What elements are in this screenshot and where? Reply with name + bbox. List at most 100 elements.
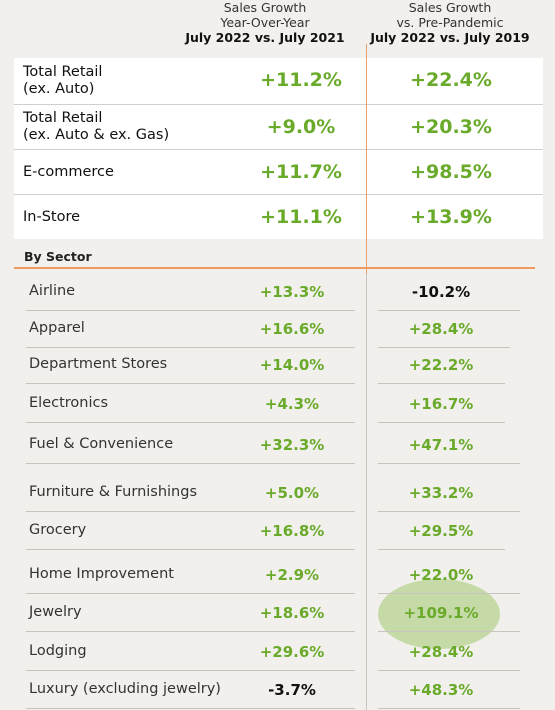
summary-value-pre: +98.5% — [410, 161, 492, 183]
sector-value-yoy: +18.6% — [259, 604, 325, 622]
row-divider — [14, 194, 543, 195]
sector-label: Apparel — [29, 320, 85, 336]
summary-label-line2: (ex. Auto) — [23, 81, 95, 97]
row-underline — [378, 549, 505, 550]
row-divider — [14, 149, 543, 150]
row-underline — [26, 549, 355, 550]
summary-row-total-retail: Total Retail (ex. Auto) +11.2% +22.4% — [14, 58, 543, 104]
sector-value-pre: +28.4% — [408, 643, 474, 661]
sector-value-pre: +47.1% — [408, 436, 474, 454]
row-underline — [378, 383, 505, 384]
sector-label: Airline — [29, 283, 76, 299]
row-underline — [378, 511, 520, 512]
row-underline — [26, 347, 355, 348]
sector-row: Luxury (excluding jewelry) -3.7% +48.3% — [0, 671, 555, 709]
sector-value-yoy: +4.3% — [264, 395, 320, 413]
summary-row-ecommerce: E-commerce +11.7% +98.5% — [14, 150, 543, 194]
sector-row: Electronics +4.3% +16.7% — [0, 385, 555, 423]
sector-value-pre: +33.2% — [408, 484, 474, 502]
sector-value-yoy: -3.7% — [268, 681, 316, 699]
sector-label: Fuel & Convenience — [29, 436, 174, 452]
sector-value-pre: +16.7% — [408, 395, 474, 413]
row-underline — [26, 511, 355, 512]
summary-row-in-store: In-Store +11.1% +13.9% — [14, 195, 543, 239]
row-underline — [378, 310, 520, 311]
sector-value-pre: +22.0% — [408, 566, 474, 584]
summary-value-yoy: +9.0% — [266, 116, 336, 138]
highlight-circle — [378, 579, 500, 649]
sector-row: Jewelry +18.6% +109.1% — [0, 594, 555, 632]
sector-label: Grocery — [29, 522, 87, 538]
sector-value-pre: +48.3% — [408, 681, 474, 699]
sector-section-title: By Sector — [24, 249, 92, 264]
sector-label: Lodging — [29, 643, 87, 659]
sector-row: Furniture & Furnishings +5.0% +33.2% — [0, 474, 555, 512]
sector-label: Furniture & Furnishings — [29, 484, 198, 500]
sector-row: Home Improvement +2.9% +22.0% — [0, 556, 555, 594]
sector-row: Grocery +16.8% +29.5% — [0, 512, 555, 550]
sector-value-yoy: +5.0% — [264, 484, 320, 502]
row-underline — [378, 708, 520, 709]
sector-value-yoy: +2.9% — [264, 566, 320, 584]
row-underline — [378, 593, 520, 594]
sector-value-yoy: +13.3% — [259, 283, 325, 301]
summary-row-label: Total Retail (ex. Auto) — [23, 64, 102, 98]
summary-value-pre: +13.9% — [410, 206, 492, 228]
sector-row: Fuel & Convenience +32.3% +47.1% — [0, 426, 555, 464]
summary-value-yoy: +11.1% — [260, 206, 342, 228]
sector-value-pre: -10.2% — [411, 283, 471, 301]
row-underline — [378, 631, 520, 632]
sector-value-pre: +22.2% — [408, 356, 474, 374]
column-header-pre-pandemic: Sales Growth vs. Pre-Pandemic July 2022 … — [365, 0, 535, 45]
row-underline — [26, 631, 355, 632]
column-divider — [366, 274, 367, 710]
column-header-yoy: Sales Growth Year-Over-Year July 2022 vs… — [180, 0, 350, 45]
header-pre-line3: July 2022 vs. July 2019 — [370, 30, 530, 45]
sector-row: Apparel +16.6% +28.4% — [0, 310, 555, 348]
row-underline — [26, 593, 355, 594]
summary-row-label: Total Retail (ex. Auto & ex. Gas) — [23, 110, 169, 144]
header-pre-line2: vs. Pre-Pandemic — [396, 15, 504, 30]
row-underline — [26, 670, 355, 671]
sector-value-yoy: +16.8% — [259, 522, 325, 540]
summary-row-label: In-Store — [23, 209, 81, 225]
sector-label: Electronics — [29, 395, 109, 411]
summary-label-line2: (ex. Auto & ex. Gas) — [23, 127, 170, 143]
sector-value-yoy: +32.3% — [259, 436, 325, 454]
sector-row: Airline +13.3% -10.2% — [0, 273, 555, 311]
summary-value-yoy: +11.7% — [260, 161, 342, 183]
row-underline — [26, 310, 355, 311]
header-yoy-line2: Year-Over-Year — [220, 15, 310, 30]
sector-label: Luxury (excluding jewelry) — [29, 681, 221, 697]
summary-value-pre: +20.3% — [410, 116, 492, 138]
sector-value-yoy: +29.6% — [259, 643, 325, 661]
row-underline — [378, 670, 520, 671]
sector-row: Department Stores +14.0% +22.2% — [0, 346, 555, 384]
column-divider — [366, 44, 367, 274]
sector-row: Lodging +29.6% +28.4% — [0, 633, 555, 671]
sector-value-pre: +109.1% — [403, 604, 479, 622]
summary-row-label: E-commerce — [23, 164, 114, 180]
sector-label: Department Stores — [29, 356, 168, 372]
summary-label-line1: Total Retail — [23, 110, 103, 126]
row-underline — [26, 463, 355, 464]
row-underline — [26, 708, 355, 709]
sector-value-yoy: +16.6% — [259, 320, 325, 338]
row-underline — [378, 463, 520, 464]
summary-row-total-retail-ex-gas: Total Retail (ex. Auto & ex. Gas) +9.0% … — [14, 105, 543, 149]
sector-divider — [14, 267, 535, 269]
row-underline — [378, 422, 505, 423]
sector-label: Jewelry — [29, 604, 82, 620]
summary-label-line1: Total Retail — [23, 64, 103, 80]
header-yoy-line1: Sales Growth — [223, 0, 307, 15]
row-underline — [26, 422, 355, 423]
row-divider — [14, 104, 543, 105]
sector-value-yoy: +14.0% — [259, 356, 325, 374]
summary-value-pre: +22.4% — [410, 69, 492, 91]
sector-value-pre: +29.5% — [408, 522, 474, 540]
row-underline — [26, 383, 355, 384]
row-underline — [378, 347, 510, 348]
header-yoy-line3: July 2022 vs. July 2021 — [185, 30, 345, 45]
sector-value-pre: +28.4% — [408, 320, 474, 338]
sector-label: Home Improvement — [29, 566, 174, 582]
